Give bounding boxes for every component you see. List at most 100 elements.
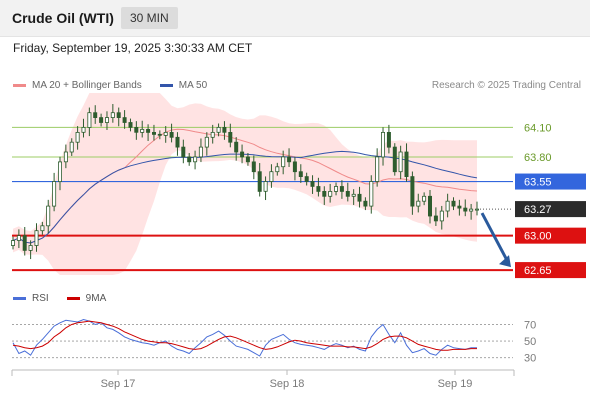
legend-label-rsi: RSI <box>32 293 49 304</box>
candle-body <box>322 190 327 197</box>
rsi-panel: 70 50 30 <box>12 318 536 365</box>
candle-body <box>298 171 303 177</box>
candle-body <box>52 181 57 207</box>
candle-body <box>251 161 256 173</box>
candle-body <box>404 151 409 178</box>
candle-body <box>357 193 362 202</box>
candle-body <box>58 161 63 182</box>
x-tick-label: Sep 18 <box>270 378 305 390</box>
ma20-swatch <box>13 84 26 87</box>
candle-body <box>157 133 162 136</box>
candle-body <box>204 136 209 148</box>
bollinger-band-area <box>13 93 477 275</box>
candle-body <box>292 161 297 173</box>
candle-body <box>316 186 321 192</box>
candle-body <box>10 240 15 246</box>
level-labels: 64.10 63.80 63.55 63.27 63.00 62.65 <box>515 122 586 279</box>
rsi-tick-30: 30 <box>524 353 536 365</box>
candle-body <box>105 117 110 123</box>
candle-body <box>245 156 250 163</box>
candle-body <box>287 156 292 163</box>
rsi-tick-50: 50 <box>524 336 536 348</box>
candle-body <box>22 235 27 251</box>
candle-body <box>163 131 168 136</box>
candle-body <box>422 195 427 202</box>
candle-body <box>328 190 333 197</box>
candle-body <box>375 156 380 182</box>
candle-body <box>134 127 139 133</box>
candle-body <box>410 176 415 207</box>
candle-body <box>228 131 233 143</box>
candle-body <box>75 131 80 143</box>
candle-body <box>281 156 286 168</box>
candle-body <box>416 200 421 207</box>
rsi-tick-70: 70 <box>524 319 536 331</box>
candle-body <box>122 117 127 123</box>
candle-body <box>398 151 403 173</box>
candle-body <box>345 190 350 197</box>
candle-body <box>333 186 338 192</box>
forecast-arrow-shaft <box>480 212 510 263</box>
level-label-63.80: 63.80 <box>524 152 552 164</box>
header-bar: Crude Oil (WTI) 30 MIN <box>0 0 590 37</box>
candle-body <box>427 195 432 217</box>
candle-body <box>234 141 239 153</box>
candle-body <box>222 127 227 133</box>
x-tick-label: Sep 17 <box>101 378 136 390</box>
candle-body <box>69 141 74 153</box>
candle-body <box>439 210 444 222</box>
candle-body <box>34 230 39 246</box>
9ma-swatch <box>66 297 80 300</box>
candle-body <box>193 156 198 163</box>
candle-body <box>110 112 115 118</box>
candle-body <box>257 171 262 192</box>
level-tag-63.55 <box>515 173 586 190</box>
candle-body <box>469 208 474 212</box>
x-axis: Sep 17 Sep 18 Sep 19 <box>11 369 515 390</box>
candle-body <box>263 181 268 192</box>
rsi-ma-line <box>12 320 477 351</box>
candle-body <box>81 127 86 133</box>
candle-body <box>240 151 245 158</box>
candle-body <box>380 131 385 158</box>
legend-label-ma20: MA 20 + Bollinger Bands <box>32 80 142 91</box>
candle-body <box>151 131 156 135</box>
candle-body <box>198 146 203 158</box>
level-tag-63.27 <box>515 201 586 218</box>
candle-body <box>28 245 33 251</box>
candle-body <box>433 215 438 222</box>
candle-body <box>363 200 368 207</box>
candle-body <box>269 171 274 182</box>
candle-body <box>181 146 186 158</box>
candle-body <box>40 225 45 232</box>
candle-body <box>351 193 356 197</box>
candle-body <box>310 181 315 187</box>
ma50-swatch <box>159 84 173 87</box>
legend-item-ma50: MA 50 <box>159 80 207 91</box>
candle-body <box>46 205 51 227</box>
candle-body <box>275 166 280 173</box>
candle-body <box>386 131 391 148</box>
credit-text: Research © 2025 Trading Central <box>431 80 581 91</box>
level-tag-63.00 <box>515 227 586 244</box>
candle-body <box>146 128 151 133</box>
legend-item-rsi: RSI <box>13 293 49 304</box>
candle-body <box>474 208 479 211</box>
level-label-62.65: 62.65 <box>524 265 552 277</box>
candle-body <box>451 200 456 207</box>
candle-body <box>187 156 192 163</box>
level-label-63.00: 63.00 <box>524 231 552 243</box>
candle-body <box>369 181 374 207</box>
candle-body <box>339 186 344 192</box>
x-tick-label: Sep 19 <box>438 378 473 390</box>
candle-body <box>140 128 145 133</box>
level-tag-62.65 <box>515 262 586 279</box>
candle-body <box>216 127 221 133</box>
legend-label-9ma: 9MA <box>85 293 107 304</box>
timestamp: Friday, September 19, 2025 3:30:33 AM CE… <box>13 41 253 55</box>
timeframe-button[interactable]: 30 MIN <box>121 7 178 29</box>
rsi-legend: RSI 9MA <box>13 293 124 304</box>
candle-body <box>16 235 21 241</box>
candle-body <box>128 122 133 128</box>
